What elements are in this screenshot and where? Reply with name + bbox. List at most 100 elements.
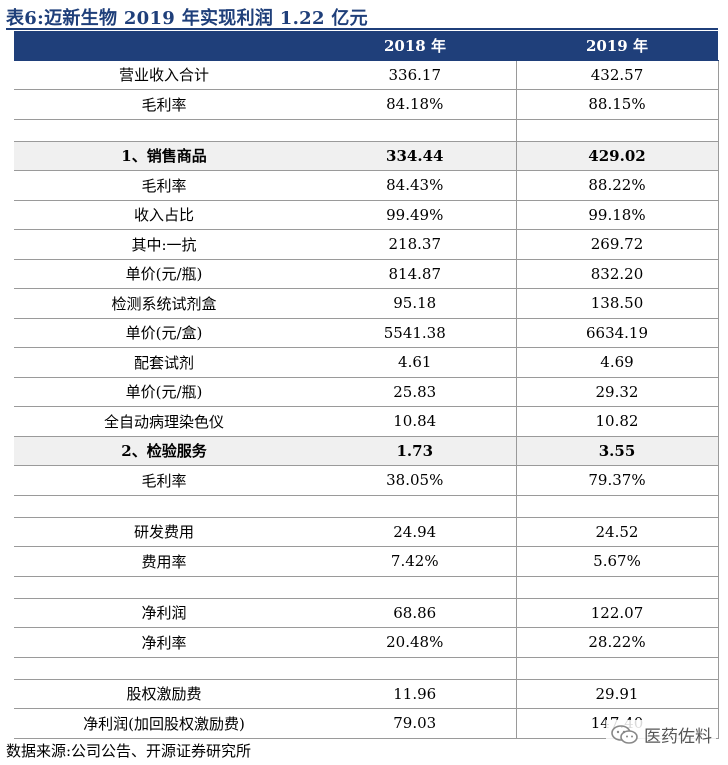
- spacer-cell: [516, 657, 719, 680]
- row-label: 毛利率: [14, 89, 314, 120]
- value-2019: 88.15%: [516, 89, 719, 120]
- value-2018: 10.84: [314, 406, 517, 437]
- value-2018: 68.86: [314, 598, 517, 628]
- table-row: 净利率 20.48% 28.22%: [14, 627, 719, 658]
- table-row: 毛利率 84.43% 88.22%: [14, 170, 719, 201]
- wechat-icon: [611, 724, 638, 744]
- row-label: 净利润(加回股权激励费): [14, 708, 314, 739]
- spacer-cell: [516, 119, 719, 142]
- value-2019: 24.52: [516, 517, 719, 547]
- value-2018: 20.48%: [314, 627, 517, 658]
- table-row: 全自动病理染色仪 10.84 10.82: [14, 406, 719, 437]
- value-2019: 832.20: [516, 259, 719, 289]
- watermark-text: 医药佐料: [644, 727, 712, 747]
- value-2018: 99.49%: [314, 200, 517, 230]
- value-2018: 95.18: [314, 288, 517, 319]
- value-2019: 79.37%: [516, 465, 719, 496]
- header-cell-2018: 2018 年: [314, 31, 516, 61]
- value-2019: 6634.19: [516, 318, 719, 348]
- header-cell-2019: 2019 年: [516, 31, 718, 61]
- spacer-cell: [516, 495, 719, 518]
- value-2018: 24.94: [314, 517, 517, 547]
- row-label: 毛利率: [14, 465, 314, 496]
- value-2018: 5541.38: [314, 318, 517, 348]
- financial-table: 2018 年 2019 年 营业收入合计 336.17 432.57 毛利率 84.18…: [14, 31, 719, 739]
- value-2018: 38.05%: [314, 465, 517, 496]
- value-2018: 814.87: [314, 259, 517, 289]
- spacer-row: [14, 495, 719, 518]
- table-row: 单价(元/盒) 5541.38 6634.19: [14, 318, 719, 348]
- row-label: 净利润: [14, 598, 314, 628]
- value-2019: 29.91: [516, 679, 719, 709]
- spacer-cell: [14, 657, 314, 680]
- table-row: 单价(元/瓶) 814.87 832.20: [14, 259, 719, 289]
- value-2018: 336.17: [314, 60, 517, 90]
- table-row: 营业收入合计 336.17 432.57: [14, 60, 719, 90]
- row-label: 营业收入合计: [14, 60, 314, 90]
- row-label: 全自动病理染色仪: [14, 406, 314, 437]
- header-cell-label: [14, 31, 314, 61]
- source-note: 数据来源:公司公告、开源证券研究所: [6, 742, 252, 760]
- row-label: 1、销售商品: [14, 141, 314, 171]
- value-2018: 1.73: [314, 436, 517, 466]
- spacer-cell: [516, 576, 719, 599]
- value-2018: 7.42%: [314, 546, 517, 577]
- table-row: 毛利率 84.18% 88.15%: [14, 89, 719, 120]
- spacer-row: [14, 657, 719, 680]
- spacer-row: [14, 119, 719, 142]
- row-label: 单价(元/盒): [14, 318, 314, 348]
- table-row: 研发费用 24.94 24.52: [14, 517, 719, 547]
- spacer-cell: [14, 119, 314, 142]
- table-row: 收入占比 99.49% 99.18%: [14, 200, 719, 230]
- table-row: 配套试剂 4.61 4.69: [14, 347, 719, 378]
- table-row: 单价(元/瓶) 25.83 29.32: [14, 377, 719, 407]
- value-2019: 269.72: [516, 229, 719, 260]
- value-2018: 11.96: [314, 679, 517, 709]
- row-label: 配套试剂: [14, 347, 314, 378]
- row-label: 股权激励费: [14, 679, 314, 709]
- spacer-cell: [314, 657, 517, 680]
- value-2018: 84.43%: [314, 170, 517, 201]
- value-2019: 3.55: [516, 436, 719, 466]
- spacer-cell: [314, 576, 517, 599]
- value-2019: 29.32: [516, 377, 719, 407]
- table-title: 表6:迈新生物 2019 年实现利润 1.22 亿元: [6, 8, 368, 29]
- value-2019: 138.50: [516, 288, 719, 319]
- section-row: 1、销售商品 334.44 429.02: [14, 141, 719, 171]
- value-2019: 5.67%: [516, 546, 719, 577]
- row-label: 毛利率: [14, 170, 314, 201]
- value-2019: 432.57: [516, 60, 719, 90]
- row-label: 净利率: [14, 627, 314, 658]
- table-row: 其中:一抗 218.37 269.72: [14, 229, 719, 260]
- table-row: 检测系统试剂盒 95.18 138.50: [14, 288, 719, 319]
- row-label: 检测系统试剂盒: [14, 288, 314, 319]
- value-2019: 99.18%: [516, 200, 719, 230]
- row-label: 其中:一抗: [14, 229, 314, 260]
- table-row: 股权激励费 11.96 29.91: [14, 679, 719, 709]
- spacer-cell: [14, 495, 314, 518]
- table-header-row: 2018 年 2019 年: [14, 31, 718, 61]
- row-label: 单价(元/瓶): [14, 377, 314, 407]
- row-label: 收入占比: [14, 200, 314, 230]
- spacer-cell: [314, 119, 517, 142]
- value-2019: 429.02: [516, 141, 719, 171]
- table-row: 净利润 68.86 122.07: [14, 598, 719, 628]
- value-2018: 84.18%: [314, 89, 517, 120]
- value-2018: 334.44: [314, 141, 517, 171]
- section-row: 2、检验服务 1.73 3.55: [14, 436, 719, 466]
- row-label: 研发费用: [14, 517, 314, 547]
- table-body: 营业收入合计 336.17 432.57 毛利率 84.18% 88.15% 1、销售商品 3…: [14, 60, 719, 739]
- spacer-row: [14, 576, 719, 599]
- value-2019: 4.69: [516, 347, 719, 378]
- row-label: 单价(元/瓶): [14, 259, 314, 289]
- value-2018: 25.83: [314, 377, 517, 407]
- value-2019: 10.82: [516, 406, 719, 437]
- row-label: 费用率: [14, 546, 314, 577]
- title-rule: [6, 28, 718, 30]
- value-2018: 79.03: [314, 708, 517, 739]
- row-label: 2、检验服务: [14, 436, 314, 466]
- spacer-cell: [314, 495, 517, 518]
- table-row: 费用率 7.42% 5.67%: [14, 546, 719, 577]
- spacer-cell: [14, 576, 314, 599]
- value-2019: 28.22%: [516, 627, 719, 658]
